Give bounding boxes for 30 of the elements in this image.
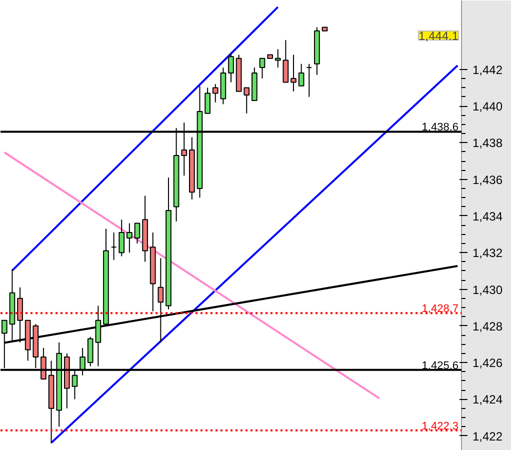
y-tick-label: 1,428 [472,319,503,334]
ref-line-label: 1,422.3 [422,420,458,432]
candlestick [306,63,312,98]
y-tick-label: 1,438 [472,136,503,150]
candlestick [118,219,125,257]
candlestick [259,58,266,80]
candlestick [274,48,281,68]
candlestick [212,84,218,103]
candlestick [134,222,140,244]
candlestick [298,63,304,86]
y-tick-label: 1,440 [472,100,503,114]
ref-line-label: 1,425.6 [422,360,458,372]
y-tick-label: 1,426 [472,356,503,370]
candlestick [282,40,289,83]
annotation: 1,444.1 [418,29,459,43]
candlestick [110,232,117,260]
y-tick-label: 1,430 [472,282,503,297]
y-tick-label: 1,442 [472,62,503,77]
candlestick [204,87,210,114]
candlestick [228,52,234,83]
candlestick [290,54,296,92]
y-tick-label: 1,434 [472,209,503,224]
y-tick-label: 1,432 [472,246,503,260]
ref-line-label: 1,438.6 [422,122,458,134]
candlestick [244,87,250,114]
candlestick [126,222,132,254]
y-tick-label: 1,422 [472,429,503,444]
ref-line-label: 1,428.7 [422,303,458,316]
y-tick-label: 1,436 [472,172,503,187]
y-tick-label: 1,424 [472,392,503,407]
